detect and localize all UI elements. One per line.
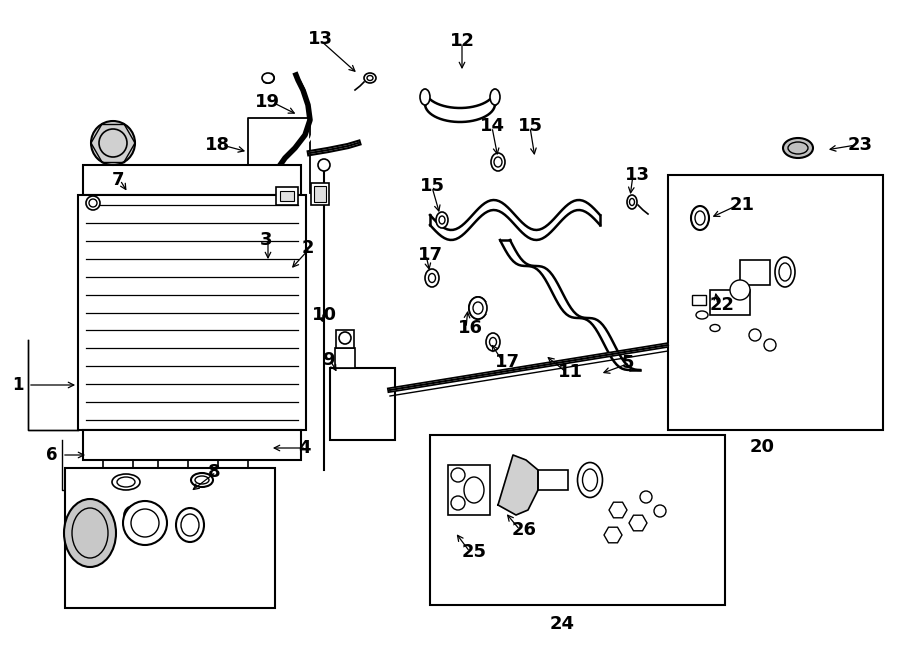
Ellipse shape xyxy=(439,216,445,224)
Polygon shape xyxy=(498,455,538,515)
Ellipse shape xyxy=(710,325,720,332)
Text: 20: 20 xyxy=(750,438,775,456)
Text: 12: 12 xyxy=(449,32,474,50)
Bar xyxy=(448,465,490,515)
Bar xyxy=(692,295,706,305)
Text: 3: 3 xyxy=(260,231,273,249)
Ellipse shape xyxy=(486,333,500,351)
Circle shape xyxy=(89,199,97,207)
Ellipse shape xyxy=(117,477,135,487)
Text: 14: 14 xyxy=(480,117,505,135)
Text: 25: 25 xyxy=(462,543,487,561)
Ellipse shape xyxy=(176,508,204,542)
Bar xyxy=(280,191,294,201)
Text: 15: 15 xyxy=(518,117,543,135)
Text: 6: 6 xyxy=(46,446,58,464)
Circle shape xyxy=(339,332,351,344)
Bar xyxy=(311,183,329,205)
Text: 16: 16 xyxy=(458,319,483,337)
Text: 1: 1 xyxy=(13,376,23,394)
Text: 13: 13 xyxy=(308,30,332,48)
Ellipse shape xyxy=(494,157,502,167)
Circle shape xyxy=(131,509,159,537)
Ellipse shape xyxy=(473,302,483,314)
Text: 24: 24 xyxy=(550,615,574,633)
Text: 23: 23 xyxy=(848,136,873,154)
Bar xyxy=(83,165,301,195)
Circle shape xyxy=(123,501,167,545)
Bar xyxy=(65,468,275,608)
Circle shape xyxy=(764,339,776,351)
Ellipse shape xyxy=(64,499,116,567)
Circle shape xyxy=(86,196,100,210)
Text: 17: 17 xyxy=(495,353,520,371)
Ellipse shape xyxy=(191,473,213,487)
Text: 19: 19 xyxy=(255,93,280,111)
Bar xyxy=(314,186,326,202)
Bar xyxy=(78,195,306,430)
Ellipse shape xyxy=(695,211,705,225)
Text: 18: 18 xyxy=(205,136,230,154)
Circle shape xyxy=(451,496,465,510)
Ellipse shape xyxy=(112,474,140,490)
Text: 21: 21 xyxy=(730,196,755,214)
Ellipse shape xyxy=(464,477,484,503)
Ellipse shape xyxy=(691,206,709,230)
Bar xyxy=(335,348,355,368)
Text: 22: 22 xyxy=(710,296,735,314)
Ellipse shape xyxy=(420,89,430,105)
Text: 15: 15 xyxy=(419,177,445,195)
Bar xyxy=(276,187,298,205)
Ellipse shape xyxy=(582,469,598,491)
Ellipse shape xyxy=(491,153,505,171)
Ellipse shape xyxy=(195,476,209,484)
Ellipse shape xyxy=(262,73,274,83)
Bar xyxy=(740,260,770,285)
Bar xyxy=(668,175,883,430)
Ellipse shape xyxy=(627,195,637,209)
Circle shape xyxy=(451,468,465,482)
Ellipse shape xyxy=(490,338,497,346)
Ellipse shape xyxy=(436,212,448,228)
Ellipse shape xyxy=(783,138,813,158)
Text: 2: 2 xyxy=(302,239,314,257)
Text: 11: 11 xyxy=(558,363,583,381)
Bar xyxy=(336,330,354,348)
Bar xyxy=(430,435,725,605)
Ellipse shape xyxy=(629,198,634,206)
Ellipse shape xyxy=(364,73,376,83)
Text: 26: 26 xyxy=(512,521,537,539)
Circle shape xyxy=(318,159,330,171)
Ellipse shape xyxy=(490,89,500,105)
Text: 4: 4 xyxy=(298,439,310,457)
Ellipse shape xyxy=(578,463,602,498)
Text: 13: 13 xyxy=(625,166,650,184)
Bar xyxy=(710,290,750,315)
Circle shape xyxy=(640,491,652,503)
Circle shape xyxy=(749,329,761,341)
Ellipse shape xyxy=(779,263,791,281)
Ellipse shape xyxy=(775,257,795,287)
Ellipse shape xyxy=(428,274,436,282)
Circle shape xyxy=(91,121,135,165)
Circle shape xyxy=(124,506,142,524)
Circle shape xyxy=(654,505,666,517)
Text: 8: 8 xyxy=(208,463,220,481)
Text: 9: 9 xyxy=(322,351,335,369)
Text: 5: 5 xyxy=(622,354,634,372)
Circle shape xyxy=(730,280,750,300)
Bar xyxy=(330,368,395,440)
Ellipse shape xyxy=(696,311,708,319)
Text: 7: 7 xyxy=(112,171,124,189)
Text: 10: 10 xyxy=(312,306,337,324)
Circle shape xyxy=(128,510,138,520)
Ellipse shape xyxy=(181,514,199,536)
Bar xyxy=(83,430,301,460)
Ellipse shape xyxy=(469,297,487,319)
Bar xyxy=(538,470,568,490)
Ellipse shape xyxy=(367,75,373,81)
Text: 17: 17 xyxy=(418,246,443,264)
Ellipse shape xyxy=(425,269,439,287)
